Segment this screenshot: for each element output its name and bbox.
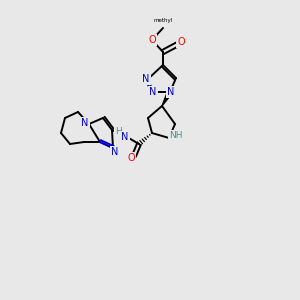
Text: N: N (167, 87, 175, 97)
Text: O: O (148, 35, 156, 45)
Polygon shape (162, 91, 172, 106)
Text: N: N (121, 132, 129, 142)
Text: H: H (116, 128, 122, 136)
Text: O: O (177, 37, 185, 47)
Text: methyl: methyl (153, 18, 172, 23)
Text: N: N (81, 118, 89, 128)
Text: N: N (149, 87, 157, 97)
Text: N: N (111, 147, 119, 157)
Text: N: N (142, 74, 150, 84)
Text: NH: NH (169, 131, 183, 140)
Text: O: O (127, 153, 135, 163)
